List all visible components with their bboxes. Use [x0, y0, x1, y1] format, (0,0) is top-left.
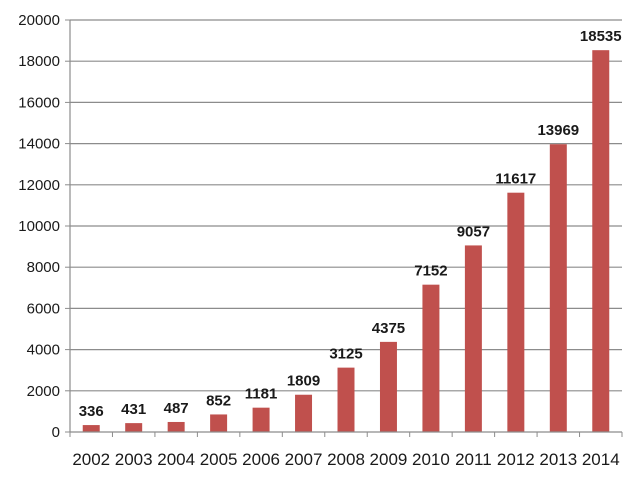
x-tick-label: 2006	[242, 450, 280, 469]
x-tick-label: 2008	[327, 450, 365, 469]
bars	[82, 50, 610, 433]
data-label: 336	[79, 403, 104, 420]
data-label: 1181	[245, 386, 278, 403]
y-tick-label: 18000	[18, 53, 60, 70]
y-tick-label: 2000	[27, 383, 60, 400]
bar	[507, 192, 525, 432]
data-label: 4375	[372, 320, 405, 337]
y-tick-label: 20000	[18, 12, 60, 29]
bar	[125, 423, 143, 432]
bar	[295, 394, 313, 432]
data-label: 431	[121, 401, 146, 418]
bar	[167, 421, 185, 432]
y-tick-label: 14000	[18, 136, 60, 153]
x-tick-label: 2013	[539, 450, 577, 469]
data-label: 9057	[457, 223, 490, 240]
bar	[549, 144, 567, 433]
data-label: 3125	[329, 346, 362, 363]
y-tick-label: 0	[52, 424, 60, 441]
x-tick-label: 2003	[115, 450, 153, 469]
x-tick-label: 2002	[72, 450, 110, 469]
data-label: 7152	[414, 263, 447, 280]
x-tick-label: 2014	[582, 450, 620, 469]
bar	[252, 407, 270, 432]
data-labels: 336 431 487 852 1181 1809 3125 4375 7152 9057 1161…	[79, 28, 622, 420]
data-label: 1809	[287, 373, 320, 390]
y-tick-label: 16000	[18, 94, 60, 111]
data-label: 18535	[580, 28, 622, 45]
bar	[82, 425, 100, 432]
data-label: 852	[206, 392, 231, 409]
x-tick-label: 2007	[285, 450, 323, 469]
data-label: 11617	[495, 171, 536, 188]
y-tick-label: 4000	[27, 342, 60, 359]
y-tick-label: 12000	[18, 177, 60, 194]
x-tick-label: 2010	[412, 450, 450, 469]
x-tick-label: 2004	[157, 450, 195, 469]
gridlines	[70, 19, 622, 392]
bar	[337, 367, 355, 432]
y-axis: 0 2000 4000 6000 8000 10000 12000 14000 16000 180…	[18, 12, 71, 441]
bar	[592, 50, 610, 432]
bar	[422, 284, 440, 432]
data-label: 487	[164, 400, 189, 417]
x-axis: 2002 2003 2004 2005 2006 2007 2008 2009 2010 2011…	[69, 431, 623, 469]
data-label: 13969	[537, 122, 579, 139]
x-tick-label: 2005	[200, 450, 238, 469]
bar	[464, 245, 482, 432]
bar	[210, 414, 228, 432]
y-tick-label: 8000	[27, 259, 60, 276]
x-tick-label: 2012	[497, 450, 535, 469]
x-tick-label: 2011	[455, 450, 492, 469]
x-tick-label: 2009	[370, 450, 408, 469]
y-tick-label: 6000	[27, 300, 60, 317]
bar	[379, 341, 397, 432]
y-tick-label: 10000	[18, 218, 60, 235]
